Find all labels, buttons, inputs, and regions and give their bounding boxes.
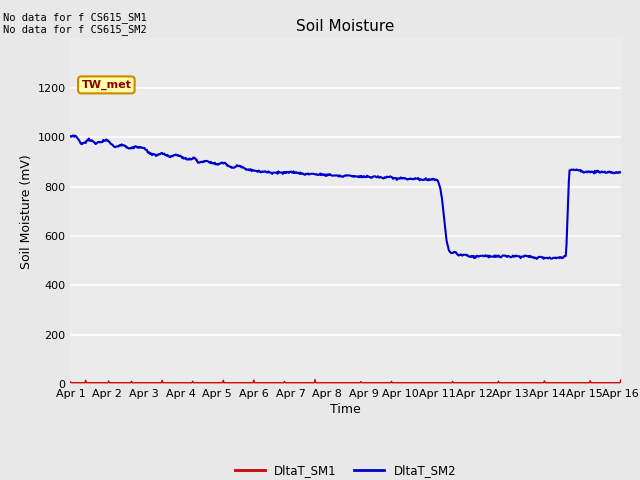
Title: Soil Moisture: Soil Moisture: [296, 20, 395, 35]
Legend: DltaT_SM1, DltaT_SM2: DltaT_SM1, DltaT_SM2: [230, 459, 461, 480]
Text: No data for f CS615_SM1: No data for f CS615_SM1: [3, 12, 147, 23]
Text: TW_met: TW_met: [81, 80, 131, 90]
Text: No data for f CS615_SM2: No data for f CS615_SM2: [3, 24, 147, 35]
X-axis label: Time: Time: [330, 403, 361, 416]
Y-axis label: Soil Moisture (mV): Soil Moisture (mV): [20, 154, 33, 269]
